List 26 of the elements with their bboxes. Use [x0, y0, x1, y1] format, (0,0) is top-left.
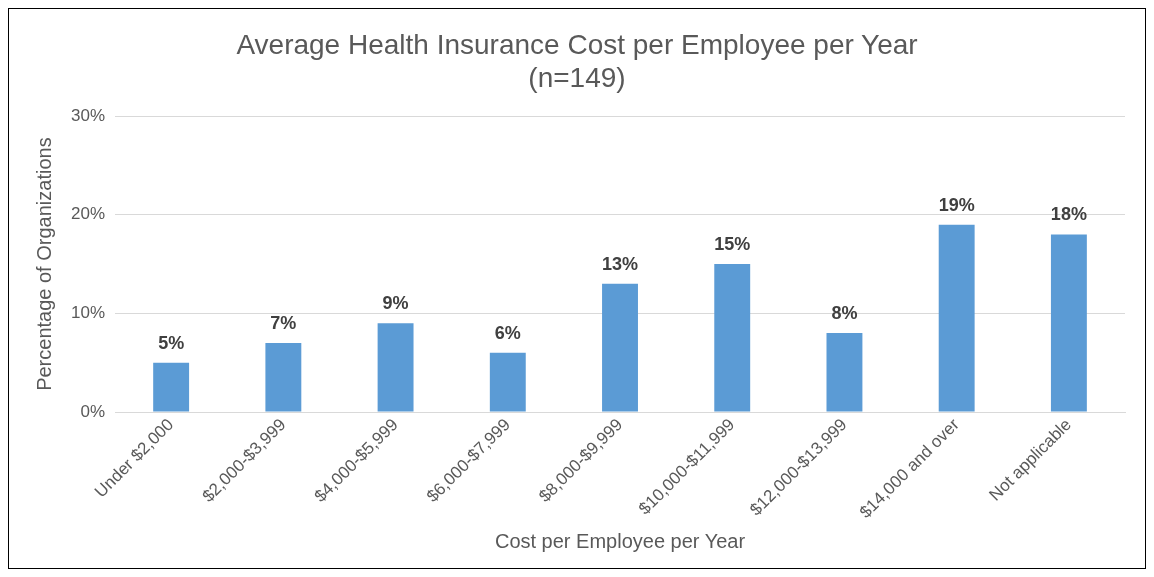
data-label: 15% [714, 234, 751, 255]
chart-title: Average Health Insurance Cost per Employee per Year [236, 28, 918, 60]
data-label: 8% [831, 303, 858, 324]
data-label: 9% [382, 293, 409, 314]
bar [377, 323, 414, 412]
bar [714, 264, 751, 412]
data-label: 13% [602, 253, 639, 274]
y-axis-title: Percentage of Organizations [32, 137, 55, 391]
data-label: 7% [270, 312, 297, 333]
x-axis-title: Cost per Employee per Year [494, 529, 746, 552]
bar [265, 342, 302, 412]
data-label: 6% [494, 322, 521, 343]
chart-subtitle: (n=149) [528, 62, 626, 94]
y-tick-label: 10% [70, 303, 106, 323]
data-label: 19% [938, 194, 975, 215]
bar [153, 362, 190, 412]
bar [826, 333, 863, 412]
data-label: 18% [1050, 204, 1087, 225]
bar [602, 283, 638, 412]
y-tick-label: 20% [70, 204, 106, 224]
y-tick-label: 0% [80, 401, 106, 421]
y-tick-label: 30% [70, 105, 106, 125]
bar [1050, 234, 1087, 412]
data-label: 5% [158, 332, 185, 353]
bar [938, 224, 975, 412]
bar [489, 352, 526, 412]
